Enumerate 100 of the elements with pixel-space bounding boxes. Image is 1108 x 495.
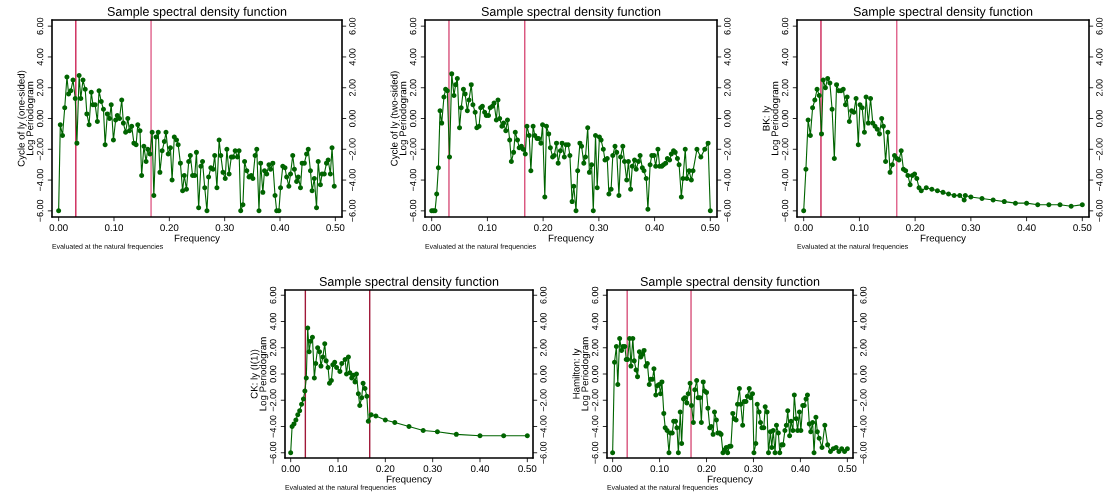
x-tick-label: 0.20: [697, 465, 716, 473]
y2-tick-label: −4.00: [349, 168, 356, 192]
y-tick-label: 4.00: [409, 48, 417, 66]
point: [299, 401, 305, 407]
x-axis-title: Frequency: [707, 475, 753, 485]
point: [362, 385, 368, 391]
point: [355, 391, 361, 397]
y-tick-label: −4.00: [591, 415, 599, 438]
x-tick-label: 0.50: [701, 224, 720, 232]
y-tick-label: 2.00: [36, 79, 44, 97]
point: [392, 420, 398, 426]
x-tick-label: 0.00: [422, 224, 441, 232]
y-tick-label: −6.00: [269, 441, 277, 464]
y2-tick-label: 0.00: [349, 110, 356, 127]
point: [297, 408, 303, 414]
y2-tick-label: 0.00: [860, 365, 867, 383]
point: [313, 361, 319, 366]
point: [434, 429, 440, 435]
y-tick-label: 2.00: [269, 339, 277, 357]
x-tick-label: 0.40: [645, 224, 664, 232]
y2-tick-label: 6.00: [540, 286, 547, 304]
x-tick-label: 0.00: [603, 465, 622, 473]
x-tick-label: 0.10: [850, 224, 869, 232]
x-tick-label: 0.50: [326, 224, 345, 232]
y2-tick-label: −6.00: [349, 199, 356, 222]
y2-tick-label: −4.00: [860, 415, 867, 438]
x-tick-label: 0.40: [470, 465, 490, 473]
point: [305, 325, 311, 331]
x-tick-label: 0.40: [1017, 224, 1036, 232]
point: [334, 364, 340, 370]
x-axis-title: Frequency: [174, 234, 220, 244]
x-tick-label: 0.20: [376, 465, 395, 473]
point: [311, 375, 317, 381]
y-tick-label: −4.00: [409, 168, 417, 192]
point: [309, 334, 315, 340]
x-axis-title: Frequency: [920, 234, 966, 244]
y-axis-title: Hamilton: ly Log Periodogram: [572, 337, 591, 411]
y-tick-label: 4.00: [781, 48, 789, 66]
y2-tick-label: −6.00: [540, 441, 547, 464]
y-tick-label: −6.00: [36, 199, 44, 222]
y-tick-label: 0.00: [409, 110, 417, 127]
y-tick-label: −6.00: [591, 441, 599, 464]
y2-tick-label: 6.00: [349, 17, 356, 35]
y-axis-title: Cycle of ly (two-sided) Log Periodogram: [390, 71, 409, 166]
point: [339, 361, 345, 366]
x-tick-label: 0.00: [49, 224, 68, 232]
y2-tick-label: 0.00: [724, 110, 731, 127]
y2-tick-label: 2.00: [1096, 79, 1103, 97]
y-tick-label: −2.00: [36, 138, 44, 161]
x-tick-label: 0.30: [423, 465, 442, 473]
y-tick-label: −6.00: [409, 199, 417, 222]
point: [318, 363, 324, 369]
point: [373, 413, 379, 419]
y-tick-label: 0.00: [591, 365, 599, 383]
chart-title: Sample spectral density function: [319, 276, 499, 289]
point: [322, 341, 328, 347]
y2-tick-label: −6.00: [1096, 199, 1103, 222]
point: [477, 433, 483, 439]
x-tick-label: 0.10: [478, 224, 497, 232]
x-tick-label: 0.20: [534, 224, 553, 232]
y-tick-label: 2.00: [409, 79, 417, 97]
x-tick-label: 0.20: [160, 224, 179, 232]
y2-tick-label: 4.00: [860, 313, 867, 331]
y2-tick-label: 4.00: [1096, 48, 1103, 66]
point: [524, 433, 530, 439]
x-tick-label: 0.50: [1073, 224, 1092, 232]
point: [302, 388, 308, 394]
point: [342, 357, 348, 363]
x-axis-title: Frequency: [548, 234, 594, 244]
chart-title: Sample spectral density function: [853, 6, 1033, 19]
x-tick-label: 0.40: [791, 465, 810, 473]
point: [300, 396, 306, 402]
point: [293, 417, 299, 423]
y-tick-label: −2.00: [409, 138, 417, 161]
y-tick-label: 6.00: [781, 17, 789, 35]
point: [453, 431, 459, 437]
y2-tick-label: 0.00: [1096, 110, 1103, 127]
x-tick-label: 0.10: [104, 224, 124, 232]
y-tick-label: 2.00: [591, 339, 599, 357]
y-tick-label: −2.00: [781, 138, 789, 161]
point: [325, 364, 331, 370]
y2-tick-label: 4.00: [724, 48, 731, 66]
y-tick-label: 4.00: [269, 313, 277, 331]
x-tick-label: 0.50: [838, 465, 857, 473]
point: [359, 395, 365, 401]
y2-tick-label: −2.00: [724, 138, 731, 161]
point: [360, 380, 366, 386]
point: [357, 403, 363, 408]
x-tick-label: 0.10: [328, 465, 348, 473]
y-tick-label: 4.00: [591, 313, 599, 331]
y-tick-label: 2.00: [781, 79, 789, 97]
y-tick-label: 6.00: [36, 17, 44, 35]
y2-tick-label: 6.00: [724, 17, 731, 35]
y2-tick-label: −4.00: [1096, 168, 1103, 192]
y2-tick-label: −6.00: [724, 199, 731, 222]
y-axis-title: CK: ly (I(1)) Log Periodogram: [250, 337, 269, 411]
x-tick-label: 0.10: [650, 465, 669, 473]
y2-tick-label: −2.00: [860, 389, 867, 412]
y2-tick-label: −4.00: [724, 168, 731, 192]
y-tick-label: 0.00: [269, 365, 277, 383]
